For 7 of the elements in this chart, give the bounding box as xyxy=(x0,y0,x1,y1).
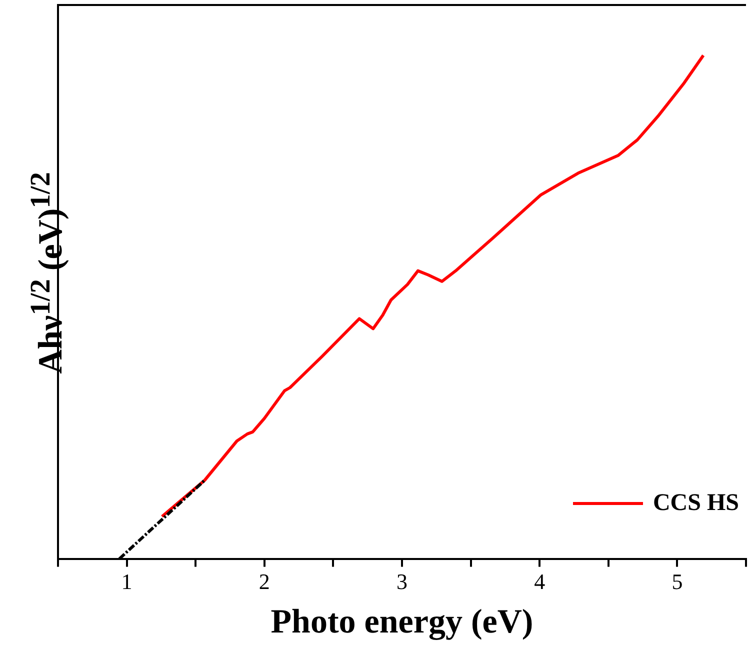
x-axis-title: Photo energy (eV) xyxy=(270,603,534,640)
x-tick-label: 4 xyxy=(534,568,546,594)
x-tick-label: 2 xyxy=(258,568,270,594)
x-tick-label: 3 xyxy=(396,568,408,594)
legend-label: CCS HS xyxy=(652,490,739,517)
x-tick-label: 5 xyxy=(672,568,683,594)
x-tick-label: 1 xyxy=(121,568,132,594)
